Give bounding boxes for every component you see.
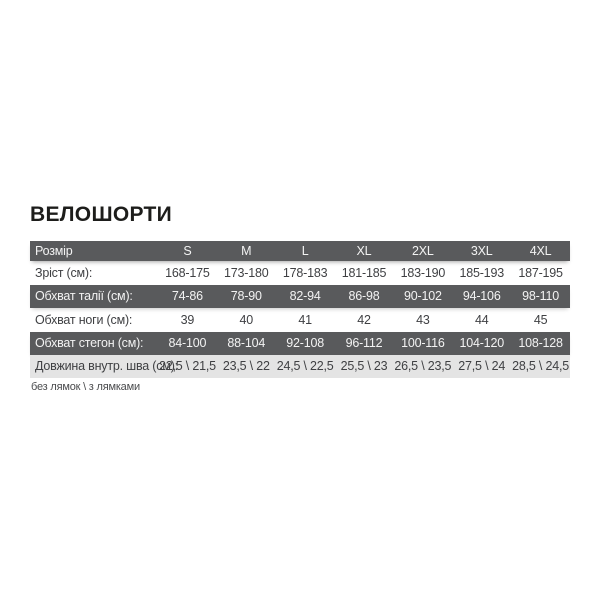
table-cell: 183-190: [400, 265, 446, 280]
table-row-hips: Обхват стегон (см): 84-100 88-104 92-108…: [30, 332, 570, 355]
column-header-2xl: 2XL: [412, 243, 434, 258]
page-title: ВЕЛОШОРТИ: [30, 203, 173, 226]
table-cell: 92-108: [286, 336, 324, 351]
table-cell: 78-90: [230, 289, 262, 304]
table-cell: 43: [416, 312, 430, 327]
table-cell: 90-102: [403, 289, 442, 304]
table-cell: 40: [239, 312, 254, 327]
row-label: Обхват ноги (см):: [35, 312, 133, 327]
table-cell: 44: [474, 312, 489, 327]
table-row-leg: Обхват ноги (см): 39 40 41 42 43 44 45: [30, 308, 570, 332]
column-header-3xl: 3XL: [470, 243, 493, 258]
table-cell: 104-120: [459, 336, 504, 351]
column-header-4xl: 4XL: [529, 243, 552, 258]
table-cell: 27,5 \ 24: [458, 359, 506, 374]
column-header-m: M: [241, 243, 252, 258]
column-header-l: L: [301, 243, 309, 258]
table-cell: 82-94: [289, 289, 321, 304]
table-cell: 98-110: [522, 289, 559, 304]
table-cell: 25,5 \ 23: [340, 359, 388, 374]
table-cell: 22,5 \ 21,5: [158, 359, 216, 374]
table-cell: 84-100: [168, 336, 207, 351]
table-cell: 23,5 \ 22: [222, 359, 270, 374]
row-label: Обхват талії (см):: [35, 289, 133, 304]
table-cell: 96-112: [345, 336, 383, 351]
table-cell: 181-185: [341, 265, 387, 280]
table-cell: 41: [298, 312, 312, 327]
table-cell: 45: [533, 312, 548, 327]
table-cell: 94-106: [462, 289, 501, 304]
table-row-waist: Обхват талії (см): 74-86 78-90 82-94 86-…: [30, 285, 570, 308]
column-header-xl: XL: [356, 243, 372, 258]
table-cell: 24,5 \ 22,5: [276, 359, 334, 374]
size-table: Розмір S M L XL 2XL 3XL 4XL Зріст (см): …: [30, 241, 570, 378]
table-row-inseam: Довжина внутр. шва (см): 22,5 \ 21,5 23,…: [30, 355, 570, 378]
table-cell: 28,5 \ 24,5: [512, 359, 570, 374]
table-cell: 168-175: [165, 265, 210, 280]
table-cell: 185-193: [459, 265, 504, 280]
table-cell: 86-98: [348, 289, 380, 304]
row-label: Обхват стегон (см):: [35, 336, 144, 351]
table-cell: 42: [357, 312, 371, 327]
table-footnote: без лямок \ з лямками: [31, 381, 140, 393]
column-header-size: Розмір: [35, 243, 73, 258]
table-cell: 108-128: [518, 336, 563, 351]
row-label: Довжина внутр. шва (см):: [35, 359, 178, 374]
table-cell: 100-116: [401, 336, 445, 351]
table-cell: 88-104: [227, 336, 266, 351]
table-row-height: Зріст (см): 168-175 173-180 178-183 181-…: [30, 261, 570, 285]
table-header-row: Розмір S M L XL 2XL 3XL 4XL: [30, 241, 570, 261]
table-cell: 39: [180, 312, 195, 327]
table-cell: 178-183: [282, 265, 328, 280]
table-cell: 187-195: [518, 265, 563, 280]
table-cell: 173-180: [224, 265, 269, 280]
table-cell: 26,5 \ 23,5: [394, 359, 452, 374]
table-cell: 74-86: [171, 289, 203, 304]
column-header-s: S: [183, 243, 192, 258]
row-label: Зріст (см):: [35, 265, 93, 280]
